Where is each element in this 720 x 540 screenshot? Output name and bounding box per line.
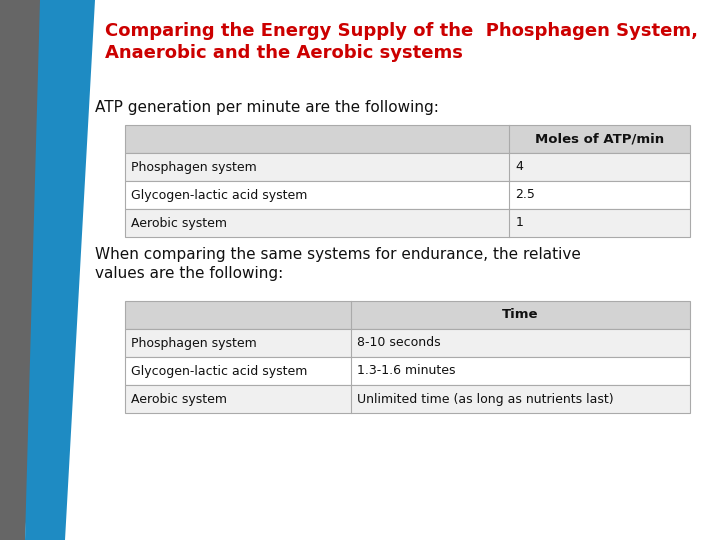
Text: 4: 4 <box>516 160 523 173</box>
Text: 1.3-1.6 minutes: 1.3-1.6 minutes <box>357 364 456 377</box>
Bar <box>125 385 690 413</box>
Text: When comparing the same systems for endurance, the relative
values are the follo: When comparing the same systems for endu… <box>95 247 581 281</box>
Text: 8-10 seconds: 8-10 seconds <box>357 336 441 349</box>
Text: Glycogen-lactic acid system: Glycogen-lactic acid system <box>131 188 307 201</box>
Text: Aerobic system: Aerobic system <box>131 217 227 230</box>
Text: Time: Time <box>503 308 539 321</box>
Bar <box>125 209 690 237</box>
Text: Phosphagen system: Phosphagen system <box>131 336 257 349</box>
Text: Phosphagen system: Phosphagen system <box>131 160 257 173</box>
Polygon shape <box>0 0 55 540</box>
Bar <box>125 153 690 181</box>
Text: 2.5: 2.5 <box>516 188 535 201</box>
Text: Unlimited time (as long as nutrients last): Unlimited time (as long as nutrients las… <box>357 393 613 406</box>
Text: Moles of ATP/min: Moles of ATP/min <box>535 132 664 145</box>
Bar <box>125 125 690 153</box>
Bar <box>125 181 690 209</box>
Bar <box>125 329 690 357</box>
Bar <box>125 301 690 329</box>
Bar <box>125 357 690 385</box>
Text: ATP generation per minute are the following:: ATP generation per minute are the follow… <box>95 100 439 115</box>
Text: Comparing the Energy Supply of the  Phosphagen System,
Anaerobic and the Aerobic: Comparing the Energy Supply of the Phosp… <box>105 22 698 62</box>
Text: Glycogen-lactic acid system: Glycogen-lactic acid system <box>131 364 307 377</box>
Text: Aerobic system: Aerobic system <box>131 393 227 406</box>
Text: 1: 1 <box>516 217 523 230</box>
Polygon shape <box>25 0 95 540</box>
